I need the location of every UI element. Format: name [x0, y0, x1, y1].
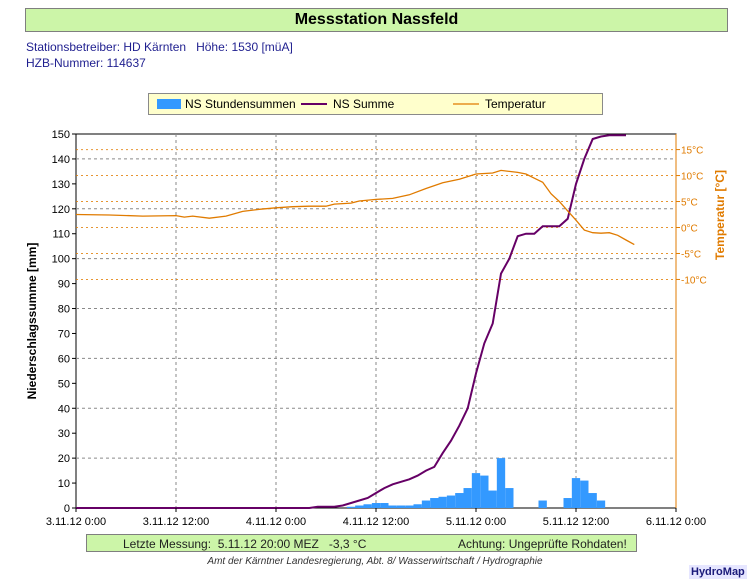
precipitation-bar: [355, 505, 364, 508]
temperature-tick-label: -5°C: [681, 249, 701, 260]
temperature-axis-title: Temperatur [°C]: [713, 170, 727, 260]
legend-label-cumulative: NS Summe: [333, 97, 395, 111]
y-tick-label: 40: [58, 403, 70, 415]
y-tick-label: 90: [58, 279, 70, 291]
precipitation-bar: [438, 496, 447, 508]
precipitation-bar: [363, 504, 372, 508]
precipitation-bar: [446, 495, 456, 508]
x-tick-label: 3.11.12 0:00: [46, 516, 106, 528]
temperature-tick-label: 0°C: [681, 224, 698, 235]
temperature-tick-label: 15°C: [681, 146, 703, 157]
precipitation-bar: [396, 505, 406, 508]
temperature-tick-label: 5°C: [681, 198, 698, 209]
station-title: Messstation Nassfeld: [25, 8, 728, 32]
legend-swatch-bars: [157, 99, 181, 109]
x-tick-label: 5.11.12 0:00: [446, 516, 506, 528]
status-bar: Letzte Messung: 5.11.12 20:00 MEZ -3,3 °…: [86, 534, 637, 552]
station-operator-info: Stationsbetreiber: HD Kärnten Höhe: 1530…: [26, 40, 293, 54]
y-tick-label: 110: [52, 229, 70, 241]
temperature-tick-label: 10°C: [681, 172, 703, 183]
precipitation-bar: [463, 488, 472, 508]
precipitation-bar: [588, 493, 597, 508]
y-tick-label: 20: [58, 453, 70, 465]
footer-credit: Amt der Kärntner Landesregierung, Abt. 8…: [207, 556, 543, 567]
precipitation-bar: [471, 473, 481, 508]
precipitation-bar: [505, 488, 514, 508]
precipitation-bar: [380, 503, 389, 508]
precipitation-bar: [571, 478, 581, 508]
hzb-number: HZB-Nummer: 114637: [26, 56, 146, 70]
temperature-tick-label: -10°C: [681, 275, 707, 286]
y-tick-label: 120: [52, 204, 70, 216]
precipitation-bar: [430, 498, 439, 508]
raw-data-warning: Achtung: Ungeprüfte Rohdaten!: [458, 537, 627, 551]
precipitation-bar: [371, 503, 381, 508]
precipitation-bar: [480, 475, 489, 508]
precipitation-bar: [496, 458, 506, 508]
last-measurement: Letzte Messung: 5.11.12 20:00 MEZ -3,3 °…: [123, 537, 367, 551]
precipitation-bar: [538, 500, 547, 508]
precipitation-bar: [405, 505, 414, 508]
legend-label-temperature: Temperatur: [485, 97, 546, 111]
y-tick-label: 10: [58, 478, 70, 490]
y-tick-label: 60: [58, 353, 70, 365]
precipitation-bar: [413, 504, 422, 508]
temperature-line: [75, 169, 635, 246]
precipitation-bar: [596, 500, 606, 508]
precipitation-bar: [488, 490, 497, 508]
y-tick-label: 50: [58, 378, 70, 390]
precipitation-bar: [455, 493, 464, 508]
x-tick-label: 4.11.12 12:00: [343, 516, 409, 528]
y-axis-title: Niederschlagssumme [mm]: [25, 243, 39, 400]
x-tick-label: 6.11.12 0:00: [646, 516, 706, 528]
legend-swatches: [157, 99, 479, 109]
y-tick-label: 0: [64, 503, 70, 515]
y-tick-label: 80: [58, 304, 70, 316]
x-tick-label: 3.11.12 12:00: [143, 516, 209, 528]
cumulative-precipitation-line: [76, 134, 626, 509]
y-tick-label: 30: [58, 428, 70, 440]
precipitation-bar: [580, 480, 589, 508]
y-tick-label: 150: [52, 129, 70, 141]
y-tick-label: 140: [52, 154, 70, 166]
x-tick-label: 5.11.12 12:00: [543, 516, 609, 528]
precipitation-bar: [388, 505, 397, 508]
precipitation-bar: [346, 506, 356, 508]
y-tick-label: 70: [58, 328, 70, 340]
precipitation-bar: [421, 500, 431, 508]
precipitation-bar: [563, 498, 572, 508]
x-tick-label: 4.11.12 0:00: [246, 516, 306, 528]
hydromap-logo: HydroMap: [689, 565, 747, 579]
chart-legend: NS Stundensummen NS Summe Temperatur: [148, 93, 603, 115]
y-tick-label: 100: [52, 254, 70, 266]
y-tick-label: 130: [52, 179, 70, 191]
legend-label-bars: NS Stundensummen: [185, 97, 296, 111]
precipitation-chart: 0 10 20 30 40 50 60 70 80 90 100 110 120 130 140 150 -10…: [25, 129, 727, 528]
